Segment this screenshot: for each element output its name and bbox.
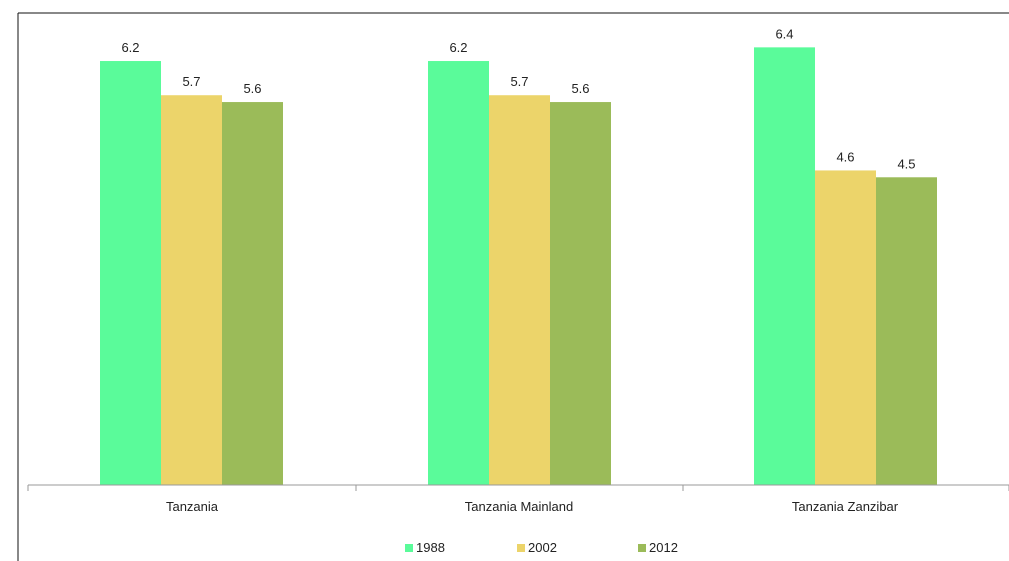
bar-2012-0	[222, 102, 283, 485]
data-label-2012-0: 5.6	[243, 81, 261, 96]
bar-2002-2	[815, 170, 876, 486]
bar-2002-0	[161, 95, 222, 486]
legend-swatch-2002	[517, 544, 525, 552]
legend: 1988 2002 2012	[405, 540, 678, 555]
bars-layer	[100, 47, 937, 486]
category-label-tanzania-mainland: Tanzania Mainland	[465, 499, 573, 514]
data-label-1988-2: 6.4	[775, 26, 793, 41]
bar-1988-0	[100, 61, 161, 485]
data-label-1988-1: 6.2	[449, 40, 467, 55]
data-label-2002-2: 4.6	[836, 149, 854, 164]
legend-label-1988: 1988	[416, 540, 445, 555]
data-labels-layer: 6.2 6.2 6.4 5.7 5.7 4.6 5.6 5.6 4.5	[121, 26, 915, 171]
bar-1988-1	[428, 61, 489, 485]
legend-swatch-1988	[405, 544, 413, 552]
bar-2012-2	[876, 177, 937, 485]
data-label-1988-0: 6.2	[121, 40, 139, 55]
category-label-tanzania: Tanzania	[166, 499, 219, 514]
legend-label-2002: 2002	[528, 540, 557, 555]
data-label-2012-1: 5.6	[571, 81, 589, 96]
legend-swatch-2012	[638, 544, 646, 552]
category-label-tanzania-zanzibar: Tanzania Zanzibar	[792, 499, 899, 514]
data-label-2012-2: 4.5	[897, 156, 915, 171]
bar-1988-2	[754, 47, 815, 486]
bar-2002-1	[489, 95, 550, 486]
bar-2012-1	[550, 102, 611, 485]
legend-label-2012: 2012	[649, 540, 678, 555]
x-axis-ticks	[27, 485, 1009, 491]
category-labels: Tanzania Tanzania Mainland Tanzania Zanz…	[166, 499, 899, 514]
data-label-2002-0: 5.7	[182, 74, 200, 89]
data-label-2002-1: 5.7	[510, 74, 528, 89]
